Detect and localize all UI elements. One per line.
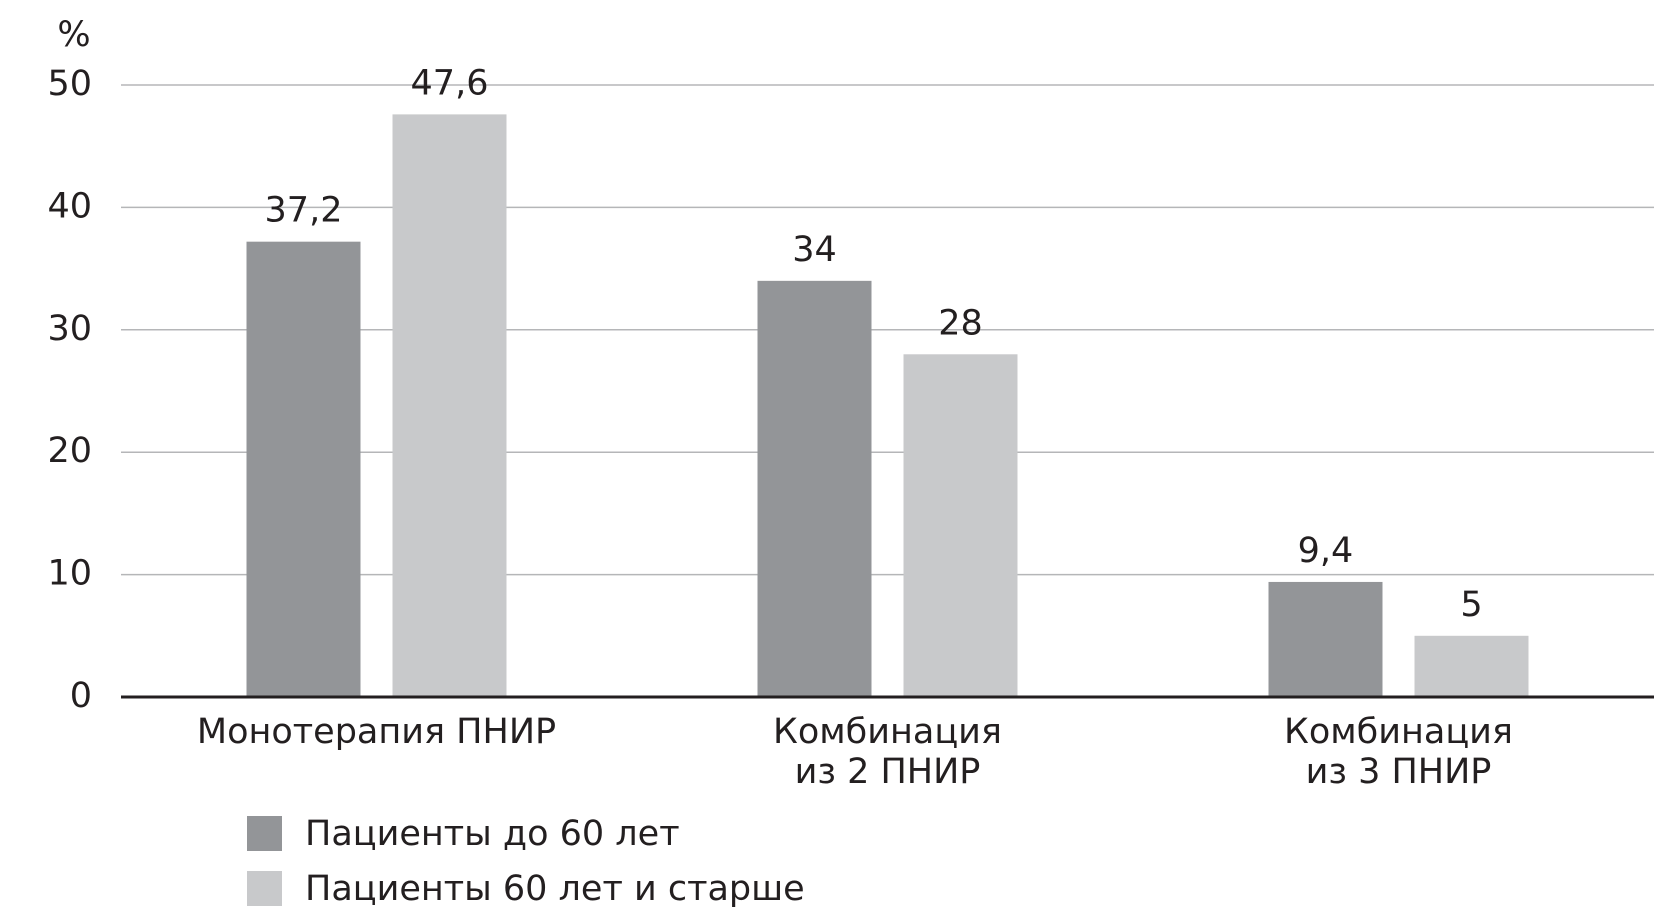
value-label: 34 bbox=[792, 230, 837, 270]
value-label: 9,4 bbox=[1298, 531, 1354, 571]
x-tick-label: Монотерапия ПНИР bbox=[196, 712, 557, 752]
bar bbox=[903, 354, 1018, 697]
bar bbox=[1268, 581, 1383, 697]
legend-label: Пациенты 60 лет и старше bbox=[305, 869, 805, 909]
x-tick-label: Комбинация из 3 ПНИР bbox=[1284, 712, 1513, 792]
legend-swatch bbox=[247, 871, 282, 906]
y-tick-label: 50 bbox=[47, 64, 92, 104]
bar bbox=[1414, 635, 1529, 697]
y-tick-label: 20 bbox=[47, 431, 92, 471]
y-tick-label: 10 bbox=[47, 554, 92, 594]
value-label: 5 bbox=[1460, 585, 1482, 625]
bar bbox=[392, 114, 507, 698]
legend-label: Пациенты до 60 лет bbox=[305, 814, 680, 854]
x-tick-label: Комбинация из 2 ПНИР bbox=[773, 712, 1002, 792]
y-tick-label: 0 bbox=[70, 676, 92, 716]
y-tick-label: 30 bbox=[47, 309, 92, 349]
y-tick-label: 40 bbox=[47, 186, 92, 226]
y-axis-label: % bbox=[57, 15, 90, 55]
value-label: 47,6 bbox=[411, 63, 489, 103]
bar bbox=[246, 241, 361, 697]
value-label: 37,2 bbox=[265, 191, 343, 231]
bar bbox=[757, 280, 872, 697]
value-label: 28 bbox=[938, 303, 983, 343]
legend-swatch bbox=[247, 816, 282, 851]
